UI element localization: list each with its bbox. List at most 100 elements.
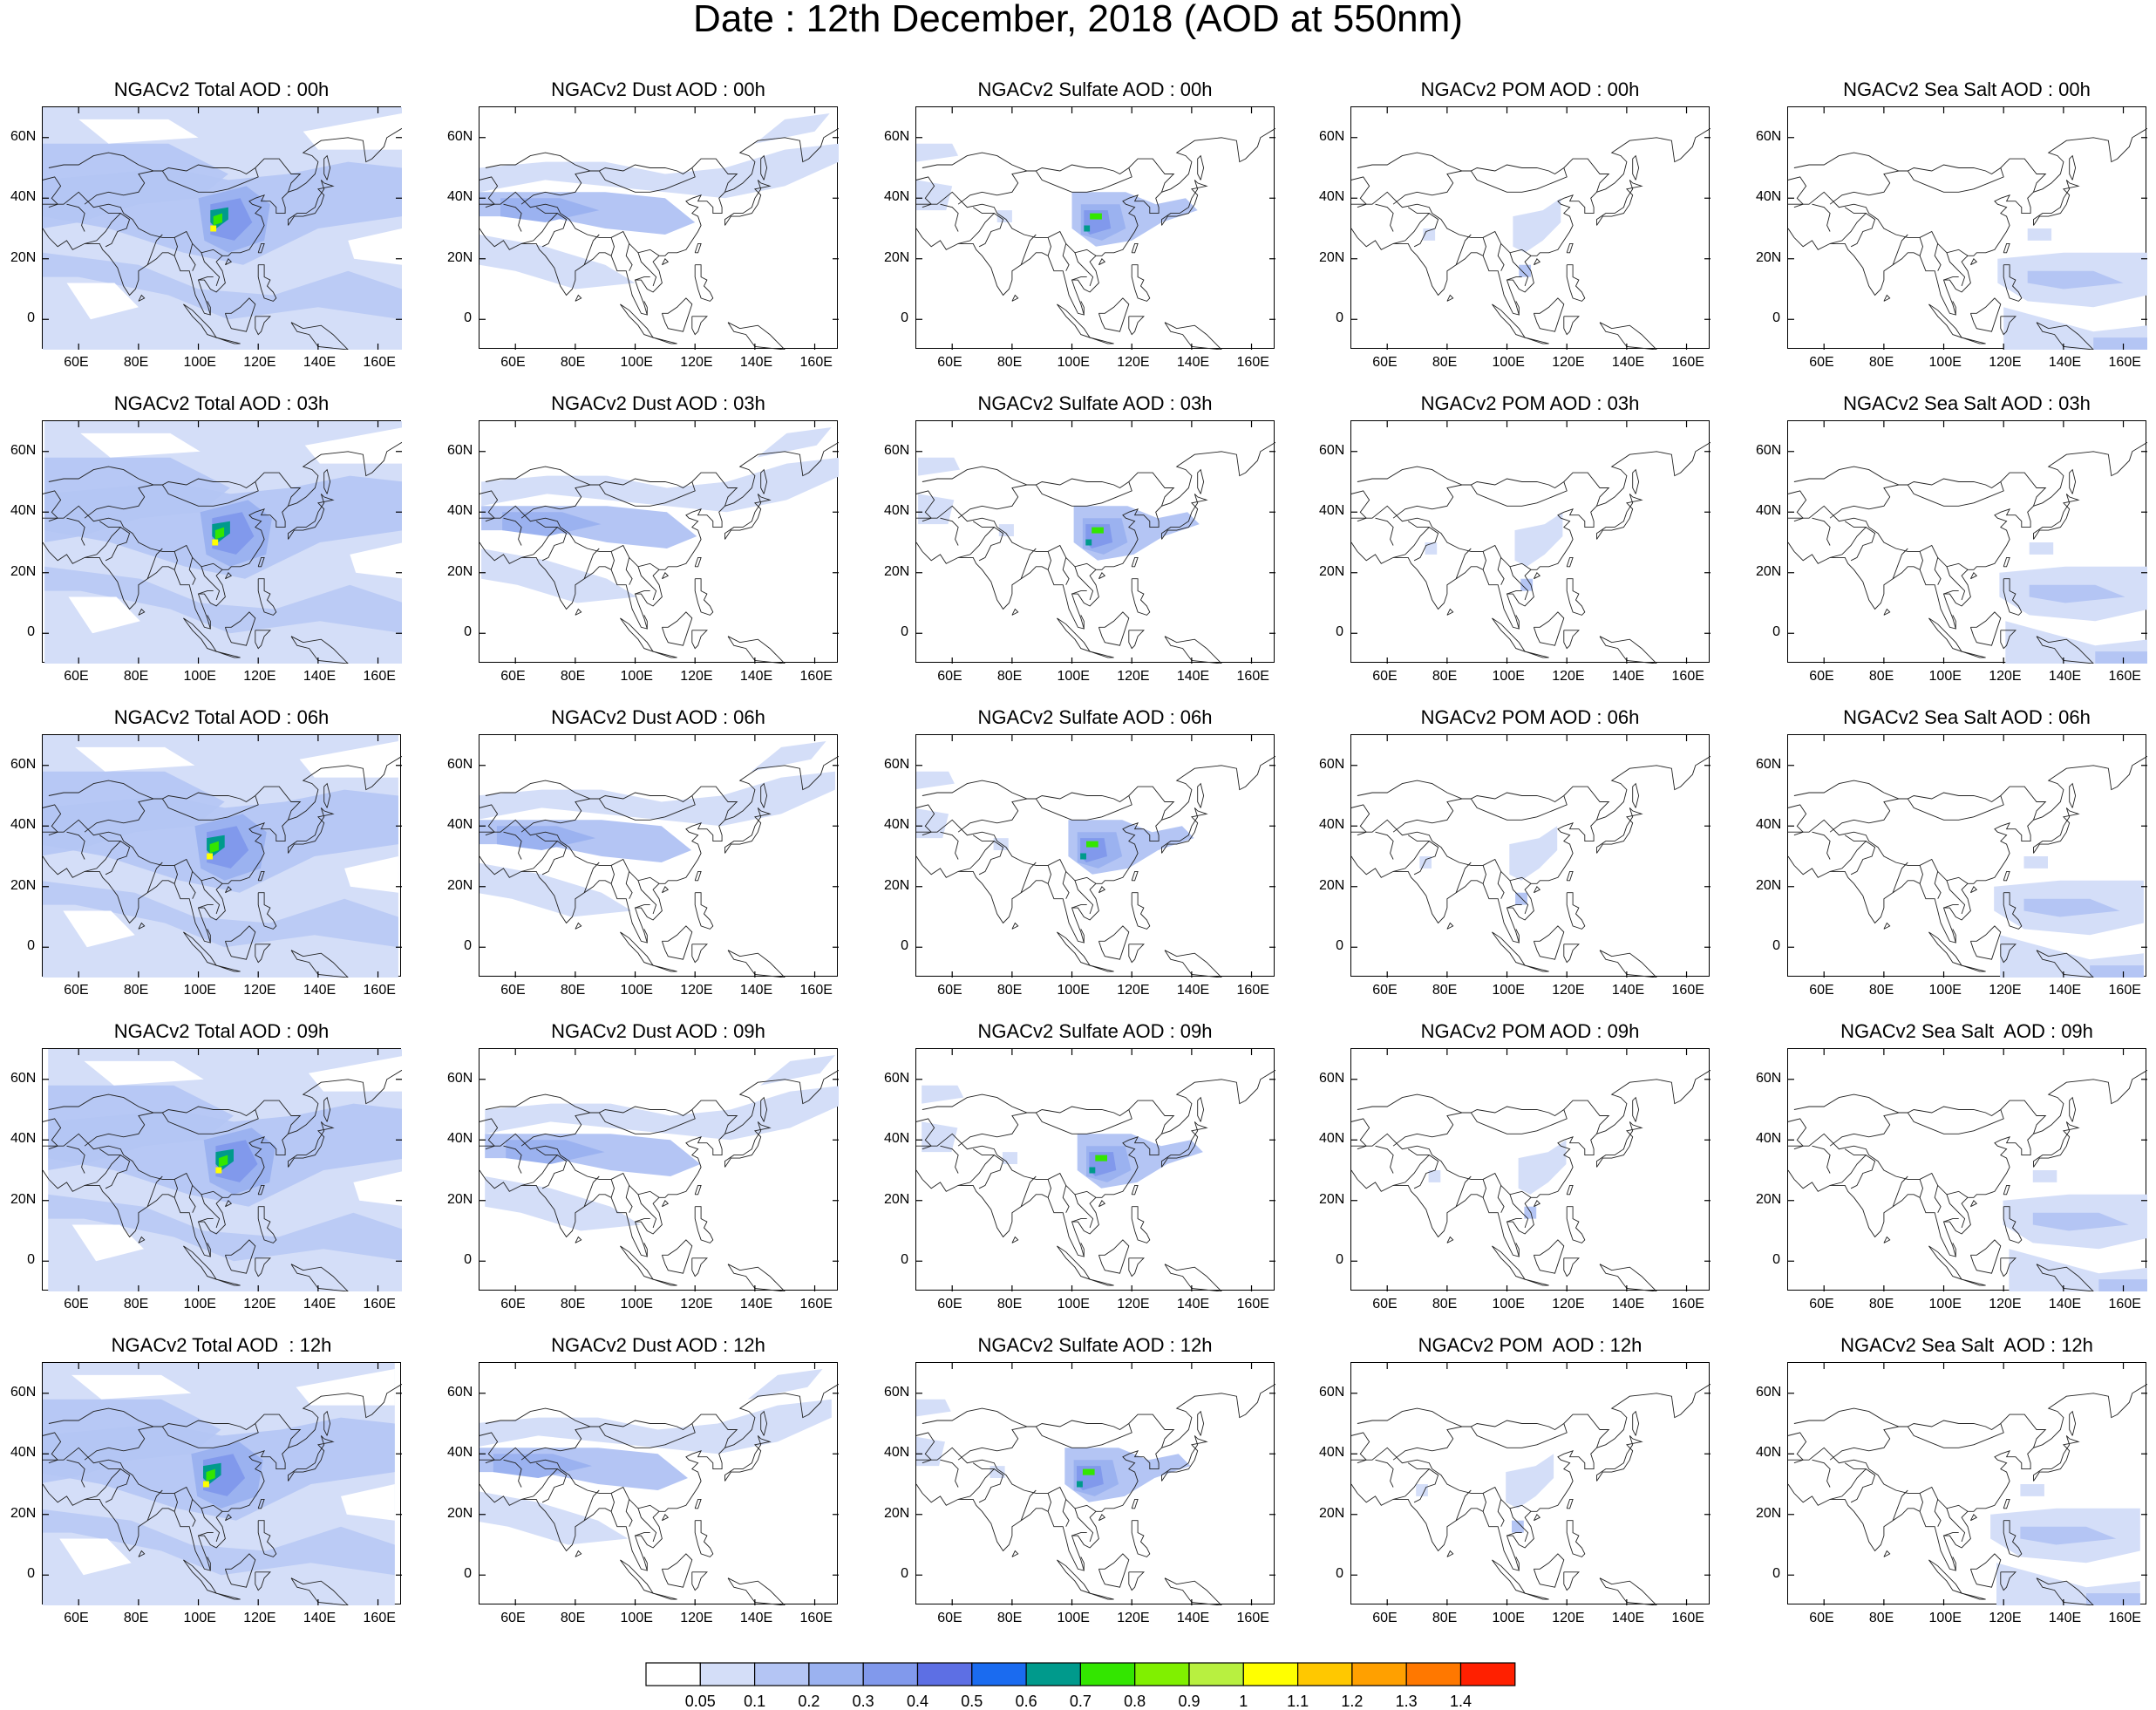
coastline — [1793, 1093, 2047, 1134]
lat-tick-label: 60N — [10, 756, 37, 772]
lat-tick-label: 0 — [901, 624, 908, 640]
coastline — [485, 780, 738, 821]
aod-shading — [479, 1399, 832, 1455]
aod-map — [1788, 421, 2147, 664]
coastline — [2000, 316, 2017, 336]
lon-tick-label: 120E — [680, 1297, 713, 1311]
lon-tick-label: 140E — [739, 983, 773, 998]
coastline — [1533, 925, 1565, 960]
coastline — [1080, 1557, 1085, 1570]
coastline — [691, 1257, 708, 1277]
coastline — [1492, 617, 1527, 652]
coastline — [1392, 170, 1463, 205]
coastline — [1961, 1592, 1986, 1600]
coastline — [1952, 301, 1956, 315]
coastline — [1071, 590, 1087, 595]
aod-map — [1788, 735, 2147, 978]
coastline — [290, 1577, 349, 1605]
map-panel-sulfate-12h — [915, 1362, 1275, 1605]
coastline — [188, 871, 196, 899]
coastline — [1197, 1410, 1205, 1436]
lon-tick-label: 100E — [1057, 983, 1090, 998]
map-panel-seasalt-00h — [1787, 106, 2147, 350]
lon-tick-label: 140E — [739, 1297, 773, 1311]
coastline — [2036, 1577, 2094, 1605]
colorbar-swatch — [1459, 1662, 1516, 1686]
lon-tick-label: 100E — [183, 1297, 216, 1311]
coastline — [1632, 782, 1640, 808]
coastline — [84, 484, 154, 519]
coastline — [288, 180, 335, 226]
coastline — [48, 152, 302, 193]
lon-tick-label: 60E — [1372, 983, 1398, 998]
aod-map — [1788, 107, 2147, 350]
coastline — [1509, 1194, 1529, 1229]
coastline — [922, 466, 1175, 507]
coastline — [84, 521, 122, 558]
coastline — [224, 1200, 233, 1208]
coastline — [215, 964, 241, 972]
lon-tick-label: 100E — [1928, 983, 1962, 998]
map-panel-pom-00h — [1350, 106, 1711, 350]
coastline — [652, 1592, 677, 1600]
coastline — [957, 207, 996, 244]
map-panel-pom-12h — [1350, 1362, 1711, 1605]
lat-tick-label: 0 — [464, 310, 472, 326]
lon-tick-label: 140E — [2048, 355, 2082, 370]
coastline — [1047, 1179, 1051, 1198]
coastline — [1829, 1426, 1900, 1461]
panel-title-total-00h: NGACv2 Total AOD : 00h — [113, 78, 330, 100]
coastline — [1497, 1499, 1505, 1527]
coastline — [1566, 1498, 1574, 1509]
coastline — [1961, 1278, 1986, 1286]
colorbar-label: 1.2 — [1341, 1693, 1364, 1710]
colorbar-label: 0.4 — [906, 1693, 929, 1710]
lat-tick-label: 0 — [1336, 938, 1343, 954]
aod-shading — [2093, 337, 2147, 350]
coastline — [620, 931, 655, 966]
coastline — [485, 466, 738, 507]
coastline — [1351, 1118, 1370, 1150]
coastline — [637, 1194, 657, 1229]
coastline — [173, 551, 178, 570]
coastline — [610, 865, 615, 884]
aod-map — [916, 107, 1275, 350]
lon-tick-label: 80E — [1868, 669, 1894, 684]
coastline — [2069, 782, 2077, 808]
coastline — [201, 880, 221, 915]
coastline — [1969, 1200, 1978, 1208]
lon-tick-label: 160E — [2108, 669, 2141, 684]
lat-tick-label: 40N — [1756, 503, 1782, 519]
coastline — [1098, 1239, 1130, 1274]
lon-tick-label: 60E — [937, 355, 962, 370]
aod-shading — [341, 1484, 395, 1521]
coastline — [661, 1514, 670, 1522]
lon-tick-label: 120E — [1552, 1297, 1585, 1311]
lat-tick-label: 60N — [1319, 756, 1345, 772]
coastline — [1563, 1571, 1580, 1591]
coastline — [520, 1426, 591, 1461]
coastline — [760, 468, 768, 494]
aod-shading — [43, 252, 402, 320]
lon-tick-label: 80E — [1868, 1297, 1894, 1311]
lat-tick-label: 20N — [1756, 1505, 1782, 1521]
coastline — [1074, 1194, 1094, 1229]
lat-tick-label: 40N — [884, 817, 910, 833]
lat-tick-label: 60N — [447, 756, 473, 772]
coastline — [2069, 1410, 2077, 1436]
coastline — [727, 1264, 786, 1291]
coastline — [1632, 154, 1640, 181]
lon-tick-label: 140E — [1176, 669, 1210, 684]
coastline — [1392, 207, 1431, 244]
lon-tick-label: 100E — [620, 1611, 653, 1625]
colorbar-swatch — [699, 1662, 756, 1686]
aod-shading — [63, 910, 135, 948]
coastline — [43, 1383, 402, 1571]
coastline — [257, 578, 277, 616]
coastline — [727, 950, 786, 978]
coastline — [257, 892, 277, 930]
coastline — [760, 782, 768, 808]
coastline — [43, 490, 62, 522]
coastline — [575, 1550, 582, 1557]
lon-tick-label: 60E — [1372, 669, 1398, 684]
